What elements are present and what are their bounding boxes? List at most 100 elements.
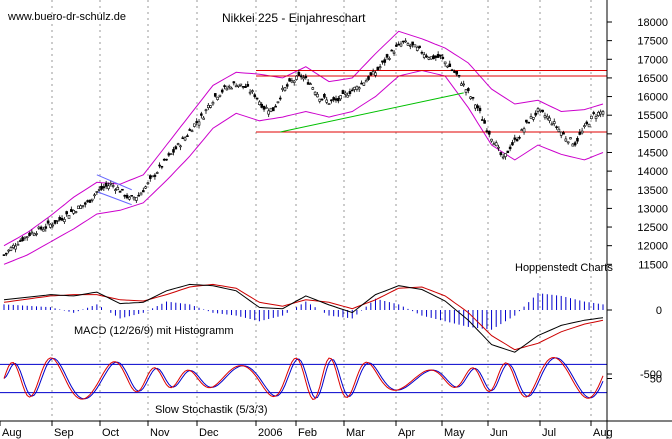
candle-body	[548, 117, 551, 121]
candle-body	[348, 91, 352, 95]
candle-body	[569, 137, 572, 140]
candle-body	[522, 128, 526, 133]
candle-body	[578, 131, 582, 135]
chart-title: Nikkei 225 - Einjahreschart	[222, 11, 366, 25]
candle-body	[67, 215, 71, 219]
candle-body	[132, 197, 136, 200]
candle-body	[592, 112, 596, 114]
candle-body	[60, 217, 64, 221]
month-label: Jul	[542, 427, 556, 439]
candle-body	[165, 158, 168, 161]
candle-body	[93, 194, 96, 197]
macd-signal-line	[3, 283, 604, 351]
candle-body	[255, 97, 259, 100]
candle-body	[72, 209, 75, 214]
candle-body	[155, 172, 159, 174]
candle-body	[402, 40, 405, 43]
candle-body	[583, 125, 586, 128]
candle-body	[383, 59, 387, 63]
candle-body	[95, 191, 99, 193]
candle-body	[121, 188, 124, 191]
candle-body	[262, 105, 266, 110]
candle-body	[109, 182, 113, 185]
candle-body	[176, 143, 180, 145]
candle-body	[318, 98, 322, 102]
month-label: Oct	[102, 427, 119, 439]
candle-body	[234, 85, 238, 88]
candle-body	[353, 86, 356, 90]
candle-body	[297, 71, 301, 76]
candle-body	[49, 223, 52, 228]
price-tick-label: 12500	[637, 222, 668, 234]
candle-body	[5, 252, 8, 255]
stochastic-tick-label: 50	[650, 374, 662, 386]
candle-body	[529, 116, 533, 119]
candle-body	[232, 81, 236, 84]
candle-body	[290, 80, 294, 83]
candle-body	[425, 55, 428, 58]
candle-body	[186, 135, 189, 137]
grid	[51, 0, 592, 421]
candle-body	[511, 142, 514, 146]
candle-body	[508, 146, 512, 150]
candle-body	[332, 97, 335, 101]
candle-body	[346, 94, 349, 98]
month-label: Feb	[298, 427, 317, 439]
price-tick-label: 15000	[637, 129, 668, 141]
candle-body	[135, 196, 138, 201]
candle-body	[388, 58, 391, 60]
candle-body	[56, 220, 59, 222]
candle-body	[174, 146, 178, 150]
price-tick-label: 17000	[637, 54, 668, 66]
candle-body	[562, 132, 565, 135]
candle-body	[520, 129, 524, 131]
candle-body	[471, 96, 475, 99]
candle-body	[494, 142, 498, 147]
candle-body	[552, 121, 556, 124]
candle-body	[304, 75, 308, 79]
candle-body	[408, 45, 412, 47]
candle-body	[539, 109, 542, 112]
candle-body	[594, 116, 598, 119]
candle-body	[81, 205, 85, 207]
candle-body	[601, 111, 605, 115]
candle-body	[37, 226, 41, 229]
candle-body	[404, 40, 407, 43]
candle-body	[183, 137, 187, 141]
candle-body	[285, 84, 289, 87]
candle-body	[306, 82, 310, 85]
candle-body	[274, 105, 277, 108]
candle-body	[462, 83, 465, 86]
lower-bollinger-band	[3, 69, 604, 265]
candle-body	[434, 55, 438, 58]
candle-body	[204, 109, 208, 112]
candle-body	[469, 96, 472, 99]
candle-body	[248, 91, 252, 94]
candle-body	[413, 44, 417, 48]
candle-body	[585, 121, 589, 125]
candle-body	[513, 137, 517, 140]
candle-body	[295, 75, 298, 80]
candle-body	[220, 89, 224, 93]
candle-body	[74, 211, 78, 213]
price-tick-label: 14500	[637, 147, 668, 159]
month-label: Nov	[150, 427, 170, 439]
price-tick-label: 16000	[637, 92, 668, 104]
candle-body	[467, 88, 470, 91]
month-label: Sep	[54, 427, 74, 439]
candle-body	[70, 209, 73, 212]
candle-body	[532, 117, 535, 120]
candle-body	[88, 199, 92, 203]
candle-body	[580, 130, 584, 134]
stochastic-panel	[0, 356, 607, 400]
candle-body	[299, 75, 303, 78]
candle-body	[137, 194, 140, 197]
candle-body	[411, 41, 414, 46]
candle-body	[483, 120, 486, 124]
candle-body	[23, 236, 27, 239]
candle-body	[25, 236, 29, 238]
candle-body	[564, 138, 568, 142]
candle-body	[97, 189, 101, 191]
